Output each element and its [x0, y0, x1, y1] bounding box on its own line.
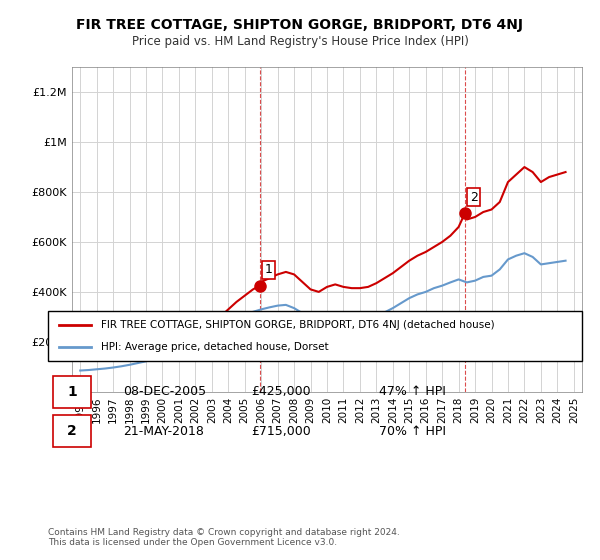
Text: FIR TREE COTTAGE, SHIPTON GORGE, BRIDPORT, DT6 4NJ (detached house): FIR TREE COTTAGE, SHIPTON GORGE, BRIDPOR…: [101, 320, 495, 330]
FancyBboxPatch shape: [53, 415, 91, 447]
Text: 21-MAY-2018: 21-MAY-2018: [123, 425, 203, 438]
FancyBboxPatch shape: [53, 376, 91, 408]
Text: 1: 1: [265, 263, 272, 276]
Text: Contains HM Land Registry data © Crown copyright and database right 2024.
This d: Contains HM Land Registry data © Crown c…: [48, 528, 400, 547]
FancyBboxPatch shape: [48, 311, 582, 361]
Text: 08-DEC-2005: 08-DEC-2005: [123, 385, 206, 398]
Text: 1: 1: [67, 385, 77, 399]
Text: 2: 2: [67, 424, 77, 438]
Text: FIR TREE COTTAGE, SHIPTON GORGE, BRIDPORT, DT6 4NJ: FIR TREE COTTAGE, SHIPTON GORGE, BRIDPOR…: [77, 18, 523, 32]
Text: 47% ↑ HPI: 47% ↑ HPI: [379, 385, 446, 398]
Text: HPI: Average price, detached house, Dorset: HPI: Average price, detached house, Dors…: [101, 342, 329, 352]
Text: £715,000: £715,000: [251, 425, 311, 438]
Text: 2: 2: [470, 191, 478, 204]
Text: Price paid vs. HM Land Registry's House Price Index (HPI): Price paid vs. HM Land Registry's House …: [131, 35, 469, 49]
Text: £425,000: £425,000: [251, 385, 311, 398]
Text: 70% ↑ HPI: 70% ↑ HPI: [379, 425, 446, 438]
